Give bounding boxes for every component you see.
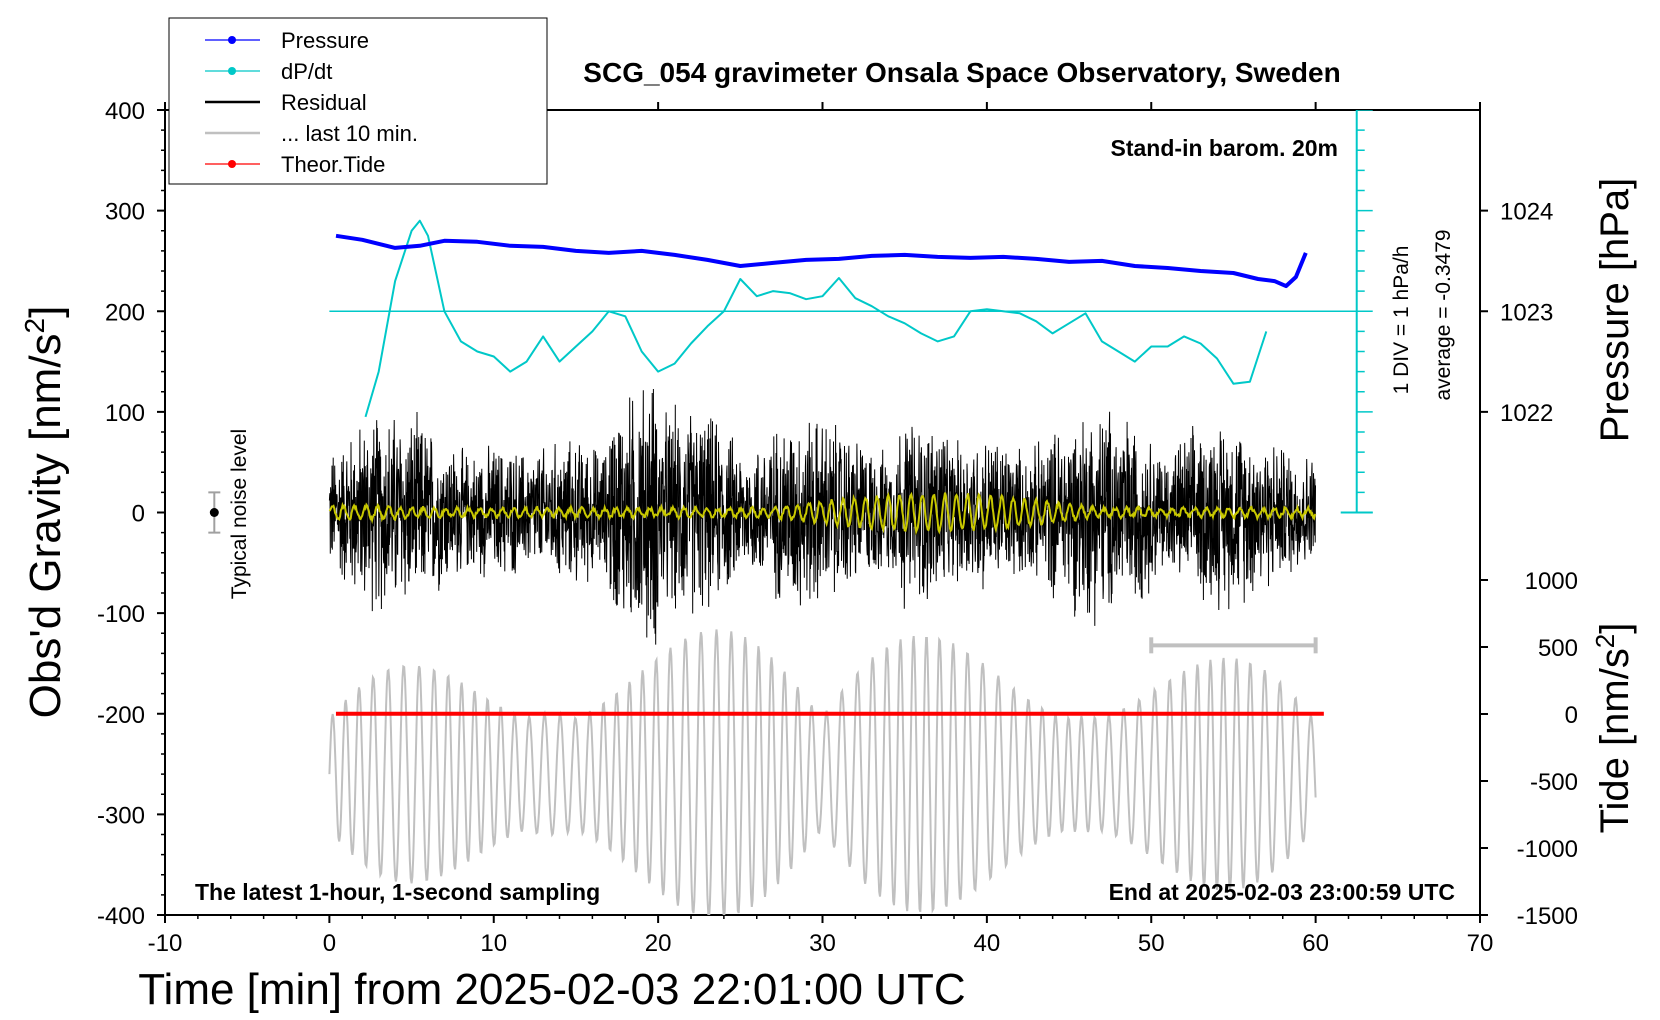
series-dpdt	[364, 219, 1268, 418]
legend-marker	[228, 160, 236, 168]
tide-tick-label: -1000	[1517, 836, 1578, 863]
series-residual	[328, 388, 1316, 645]
series-pressure	[335, 233, 1308, 289]
y-axis-title-pressure: Pressure [hPa]	[1593, 178, 1637, 443]
x-tick-label: 10	[480, 930, 507, 957]
y-axis-title-left-sup: 2	[19, 318, 50, 334]
average-note: average = -0.3479	[1432, 229, 1455, 400]
pressure-tick-label: 1022	[1500, 400, 1553, 427]
legend-label: Theor.Tide	[281, 152, 385, 177]
x-tick-label: 70	[1467, 930, 1494, 957]
y-tick-label: -100	[97, 601, 145, 628]
legend-label: ... last 10 min.	[281, 121, 418, 146]
y-axis-title-tide: Tide [nm/s2]	[1590, 623, 1637, 834]
legend-marker	[228, 36, 236, 44]
chart-title: SCG_054 gravimeter Onsala Space Observat…	[583, 57, 1340, 88]
legend-label: dP/dt	[281, 59, 332, 84]
series-layer	[328, 110, 1373, 915]
x-tick-label: -10	[148, 930, 183, 957]
x-tick-label: 0	[323, 930, 336, 957]
y-tick-label: -200	[97, 702, 145, 729]
legend-label: Pressure	[281, 28, 369, 53]
tide-tick-label: 500	[1538, 635, 1578, 662]
y-tick-label: -400	[97, 903, 145, 930]
legend-label: Residual	[281, 90, 367, 115]
tide-tick-label: -500	[1530, 769, 1578, 796]
series-last10min	[328, 629, 1317, 915]
barometer-note: Stand-in barom. 20m	[1111, 135, 1338, 161]
y-axis-title-tide-close: ]	[1593, 623, 1637, 634]
series-residual-smoothed	[328, 491, 1317, 536]
tide-tick-label: -1500	[1517, 903, 1578, 930]
x-tick-label: 20	[645, 930, 672, 957]
y-tick-label: -300	[97, 802, 145, 829]
tide-tick-label: 1000	[1525, 568, 1578, 595]
y-axis-title-left-close: ]	[21, 306, 70, 318]
x-axis-title: Time [min] from 2025-02-03 22:01:00 UTC	[138, 965, 965, 1014]
legend-marker	[228, 67, 236, 75]
legend-box	[168, 17, 548, 185]
noise-bar-point	[209, 508, 219, 517]
x-tick-label: 50	[1138, 930, 1165, 957]
x-tick-label: 60	[1302, 930, 1329, 957]
tide-tick-label: 0	[1565, 702, 1578, 729]
y-tick-label: 0	[132, 501, 145, 528]
y-axis-title-tide-text: Tide [nm/s	[1593, 648, 1637, 833]
legend: Pressure dP/dt Residual ... last 10 min. The…	[168, 17, 548, 185]
div-note: 1 DIV = 1 hPa/h	[1390, 246, 1413, 395]
pressure-axis: 1024 1023 1022	[1480, 199, 1553, 427]
y-tick-label: 400	[105, 98, 145, 125]
pressure-tick-label: 1024	[1500, 199, 1553, 226]
y-axis-title-tide-sup: 2	[1590, 634, 1620, 648]
noise-level-label: Typical noise level	[228, 429, 251, 599]
x-tick-label: 30	[809, 930, 836, 957]
window-note: The latest 1-hour, 1-second sampling	[195, 879, 600, 905]
x-tick-label: 40	[974, 930, 1001, 957]
end-note: End at 2025-02-03 23:00:59 UTC	[1109, 879, 1455, 905]
y-tick-label: 200	[105, 299, 145, 326]
tide-axis: 1000 500 0 -500 -1000 -1500	[1480, 568, 1578, 930]
y-tick-label: 100	[105, 400, 145, 427]
axis-layer: -10 0 10 20 30 40 50 60 704003002001000-100-200-…	[97, 98, 1493, 957]
y-tick-label: 300	[105, 199, 145, 226]
pressure-tick-label: 1023	[1500, 299, 1553, 326]
y-axis-title-left: Obs'd Gravity [nm/s2]	[19, 306, 70, 719]
y-axis-title-left-text: Obs'd Gravity [nm/s	[21, 333, 70, 718]
